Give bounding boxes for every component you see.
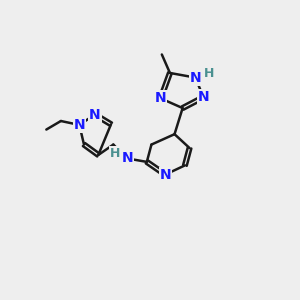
Text: N: N [122,152,133,165]
Text: N: N [74,118,85,132]
Text: N: N [155,92,167,105]
Text: N: N [198,90,209,104]
Text: N: N [160,168,171,182]
Text: H: H [204,67,214,80]
Text: N: N [190,70,201,85]
Text: N: N [89,107,101,122]
Text: H: H [110,147,120,160]
